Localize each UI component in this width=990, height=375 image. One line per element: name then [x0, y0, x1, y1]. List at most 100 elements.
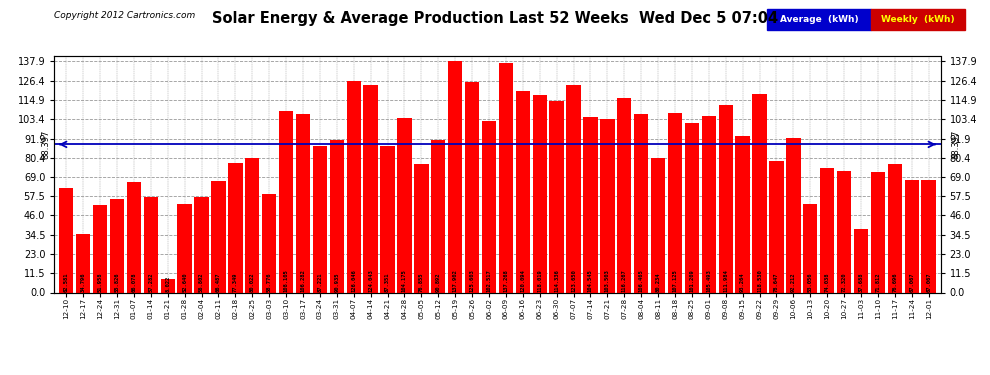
Text: 90.892: 90.892	[436, 272, 441, 292]
Text: 116.267: 116.267	[622, 269, 627, 292]
Text: 66.078: 66.078	[132, 272, 137, 292]
Text: 120.094: 120.094	[521, 269, 526, 292]
Bar	[905, 180, 919, 292]
Bar	[127, 182, 142, 292]
Text: 67.067: 67.067	[909, 272, 914, 292]
Bar	[296, 114, 310, 292]
Text: 72.320: 72.320	[842, 272, 846, 292]
Bar	[549, 101, 564, 292]
Bar	[110, 199, 124, 292]
Text: 88.397: 88.397	[42, 130, 50, 159]
Bar	[888, 164, 902, 292]
Text: 80.022: 80.022	[249, 272, 254, 292]
Text: Average  (kWh): Average (kWh)	[780, 15, 858, 24]
Text: 37.688: 37.688	[858, 272, 863, 292]
Text: 106.465: 106.465	[639, 269, 644, 292]
Text: 102.517: 102.517	[486, 269, 491, 292]
Text: 106.282: 106.282	[301, 269, 306, 292]
Bar	[330, 140, 344, 292]
Text: 34.796: 34.796	[81, 272, 86, 292]
Bar	[246, 158, 259, 292]
Bar	[702, 116, 716, 292]
Text: 108.105: 108.105	[283, 269, 289, 292]
Bar	[769, 161, 784, 292]
Text: 137.902: 137.902	[452, 269, 457, 292]
Bar	[533, 95, 546, 292]
Text: 137.268: 137.268	[504, 269, 509, 292]
Text: 123.650: 123.650	[571, 269, 576, 292]
Text: 93.264: 93.264	[741, 272, 745, 292]
Text: 52.640: 52.640	[182, 272, 187, 292]
Text: 51.958: 51.958	[98, 272, 103, 292]
Bar	[465, 82, 479, 292]
Text: Copyright 2012 Cartronics.com: Copyright 2012 Cartronics.com	[54, 11, 196, 20]
Bar	[922, 180, 936, 292]
Bar	[59, 188, 73, 292]
Bar	[499, 63, 513, 292]
Bar	[76, 234, 90, 292]
Bar	[211, 181, 226, 292]
Bar	[482, 121, 496, 292]
Text: 87.351: 87.351	[385, 272, 390, 292]
Bar	[228, 163, 243, 292]
Bar	[397, 118, 412, 292]
Bar	[719, 105, 733, 292]
Text: 62.581: 62.581	[63, 272, 68, 292]
Text: 105.493: 105.493	[706, 269, 712, 292]
Bar	[431, 140, 446, 292]
Bar	[160, 279, 175, 292]
Bar	[853, 230, 868, 292]
Text: 101.209: 101.209	[689, 269, 694, 292]
Text: 88.397: 88.397	[951, 130, 960, 159]
Text: 53.056: 53.056	[808, 272, 813, 292]
Text: 104.545: 104.545	[588, 269, 593, 292]
Text: 107.125: 107.125	[672, 269, 677, 292]
Text: 76.855: 76.855	[419, 272, 424, 292]
Text: 57.282: 57.282	[148, 272, 153, 292]
Text: 71.812: 71.812	[875, 272, 880, 292]
Text: 103.503: 103.503	[605, 269, 610, 292]
Text: 87.221: 87.221	[318, 272, 323, 292]
Text: 80.234: 80.234	[655, 272, 660, 292]
Bar	[448, 62, 462, 292]
Bar	[194, 197, 209, 292]
Text: 78.647: 78.647	[774, 272, 779, 292]
Bar	[651, 158, 665, 292]
Text: 67.067: 67.067	[927, 272, 932, 292]
Bar	[279, 111, 293, 292]
Text: 92.212: 92.212	[791, 272, 796, 292]
Text: 124.043: 124.043	[368, 269, 373, 292]
Bar	[262, 194, 276, 292]
Bar	[752, 94, 767, 292]
Bar	[93, 206, 107, 292]
Text: 76.696: 76.696	[892, 272, 897, 292]
Text: 118.530: 118.530	[757, 269, 762, 292]
Text: 126.046: 126.046	[351, 269, 356, 292]
Text: 90.935: 90.935	[335, 272, 340, 292]
Text: 77.349: 77.349	[233, 272, 238, 292]
Bar	[313, 146, 327, 292]
Bar	[634, 114, 648, 292]
Text: 74.038: 74.038	[825, 272, 830, 292]
Text: 114.336: 114.336	[554, 269, 559, 292]
Bar	[144, 196, 158, 292]
Bar	[600, 119, 615, 292]
Bar	[668, 113, 682, 292]
Bar	[820, 168, 835, 292]
Bar	[736, 136, 749, 292]
Bar	[380, 146, 395, 292]
Text: 66.487: 66.487	[216, 272, 221, 292]
Text: 104.175: 104.175	[402, 269, 407, 292]
Text: 111.984: 111.984	[724, 269, 729, 292]
Text: 58.776: 58.776	[266, 272, 271, 292]
Bar	[685, 123, 699, 292]
Bar	[566, 86, 581, 292]
Text: Solar Energy & Average Production Last 52 Weeks  Wed Dec 5 07:04: Solar Energy & Average Production Last 5…	[212, 11, 778, 26]
Bar	[583, 117, 598, 292]
Bar	[363, 85, 378, 292]
Bar	[837, 171, 851, 292]
Bar	[414, 164, 429, 292]
Text: 55.826: 55.826	[115, 272, 120, 292]
Text: 118.019: 118.019	[538, 269, 543, 292]
Bar	[346, 81, 361, 292]
